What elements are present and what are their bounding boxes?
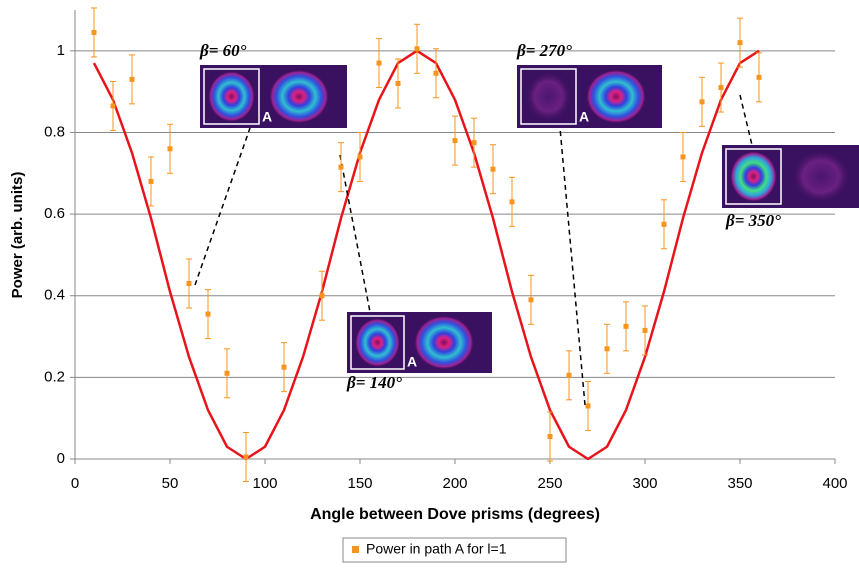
x-tick-label: 250 <box>537 475 562 492</box>
box-label: A <box>262 109 272 125</box>
beam-a <box>208 71 255 122</box>
annotation: β= 350° <box>725 211 781 230</box>
point <box>737 40 743 46</box>
beam-a <box>730 151 777 202</box>
path-a-box <box>350 315 405 370</box>
inset: β= 350° <box>722 94 859 230</box>
beam-a <box>355 318 400 367</box>
x-tick-label: 0 <box>71 475 79 492</box>
point <box>110 103 116 109</box>
x-tick-label: 400 <box>822 475 847 492</box>
point <box>528 297 534 303</box>
point <box>319 293 325 299</box>
y-axis-title: Power (arb. units) <box>9 172 26 299</box>
leader-line <box>559 127 586 406</box>
annotation: β= 140° <box>346 373 402 392</box>
point <box>414 46 420 52</box>
y-tick-label: 1 <box>57 42 65 59</box>
point <box>129 76 135 82</box>
point <box>148 178 154 184</box>
leader-line <box>739 94 753 146</box>
leader-line <box>194 127 251 286</box>
point <box>718 85 724 91</box>
point <box>585 403 591 409</box>
point <box>642 327 648 333</box>
y-tick-label: 0.6 <box>44 205 65 222</box>
point <box>205 311 211 317</box>
point <box>509 199 515 205</box>
point <box>243 454 249 460</box>
inset: Aβ= 270° <box>516 41 662 406</box>
x-tick-label: 300 <box>632 475 657 492</box>
point <box>699 99 705 105</box>
point <box>224 370 230 376</box>
inset: Aβ= 140° <box>339 154 492 392</box>
path-a-box <box>725 148 782 205</box>
point <box>281 364 287 370</box>
point <box>433 70 439 76</box>
point <box>186 280 192 286</box>
point <box>376 60 382 66</box>
y-tick-label: 0.4 <box>44 287 65 304</box>
point <box>661 221 667 227</box>
legend-label: Power in path A for l=1 <box>366 541 507 557</box>
point <box>566 372 572 378</box>
box-label: A <box>407 354 417 370</box>
beam-b <box>586 69 646 124</box>
beam-b <box>269 69 329 124</box>
beam-a <box>525 71 572 122</box>
box-label: A <box>579 109 589 125</box>
annotation: β= 60° <box>199 41 247 60</box>
x-tick-label: 200 <box>442 475 467 492</box>
legend: Power in path A for l=1 <box>342 537 567 563</box>
point <box>338 164 344 170</box>
y-tick-label: 0 <box>57 450 65 467</box>
path-a-box <box>203 68 260 125</box>
point <box>623 323 629 329</box>
y-tick-label: 0.2 <box>44 368 65 385</box>
point <box>547 434 553 440</box>
legend-swatch <box>352 546 359 553</box>
x-axis-title: Angle between Dove prisms (degrees) <box>310 506 600 523</box>
point <box>395 80 401 86</box>
leader-line <box>339 154 371 313</box>
beam-b <box>791 149 851 204</box>
annotation: β= 270° <box>516 41 572 60</box>
y-tick-label: 0.8 <box>44 123 65 140</box>
inset: Aβ= 60° <box>194 41 347 286</box>
path-a-box <box>520 68 577 125</box>
point <box>471 140 477 146</box>
point <box>756 74 762 80</box>
point <box>167 146 173 152</box>
legend-box <box>342 537 567 563</box>
point <box>357 154 363 160</box>
x-tick-label: 350 <box>727 475 752 492</box>
point <box>680 154 686 160</box>
x-tick-label: 50 <box>162 475 179 492</box>
x-tick-label: 150 <box>347 475 372 492</box>
point <box>490 166 496 172</box>
point <box>91 29 97 35</box>
x-tick-label: 100 <box>252 475 277 492</box>
theory-curve <box>92 49 760 461</box>
point <box>452 138 458 144</box>
beam-b <box>414 315 474 370</box>
point <box>604 346 610 352</box>
